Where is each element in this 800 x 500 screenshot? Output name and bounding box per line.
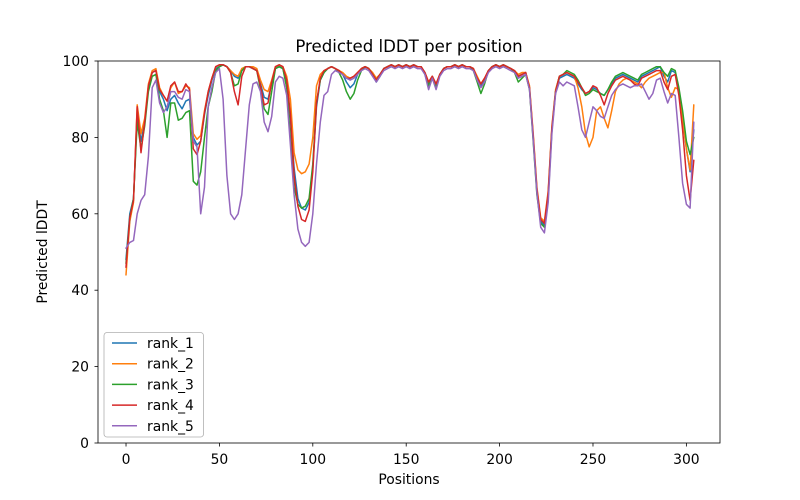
legend-frame bbox=[103, 332, 204, 438]
x-axis-label: Positions bbox=[378, 472, 439, 488]
y-tick-label: 20 bbox=[71, 360, 89, 376]
y-tick-label: 100 bbox=[62, 54, 89, 70]
legend-label-rank_5: rank_5 bbox=[147, 419, 194, 435]
legend-label-rank_2: rank_2 bbox=[147, 357, 194, 373]
legend: rank_1 rank_2 rank_3 rank_4 rank_5 bbox=[103, 332, 204, 438]
x-tick-label: 100 bbox=[300, 452, 327, 468]
x-tick-label: 300 bbox=[673, 452, 700, 468]
x-tick-label: 250 bbox=[580, 452, 607, 468]
series-line-rank_4 bbox=[125, 64, 695, 269]
series-line-rank_5 bbox=[125, 65, 695, 249]
y-tick-label: 0 bbox=[80, 436, 89, 452]
chart-title: Predicted lDDT per position bbox=[295, 37, 522, 56]
y-axis-ticks: 0 20 40 60 80 100 bbox=[62, 54, 98, 452]
y-tick-label: 40 bbox=[71, 283, 89, 299]
series-lines bbox=[125, 64, 695, 276]
x-tick-label: 150 bbox=[393, 452, 420, 468]
y-tick-label: 80 bbox=[71, 130, 89, 146]
legend-label-rank_1: rank_1 bbox=[147, 336, 194, 352]
x-tick-label: 0 bbox=[122, 452, 131, 468]
legend-label-rank_4: rank_4 bbox=[147, 398, 194, 414]
plot-border bbox=[97, 60, 721, 444]
x-axis-ticks: 0 50 100 150 200 250 300 bbox=[122, 443, 700, 468]
y-axis-label: Predicted lDDT bbox=[35, 200, 51, 304]
y-tick-label: 60 bbox=[71, 207, 89, 223]
x-tick-label: 50 bbox=[211, 452, 229, 468]
x-tick-label: 200 bbox=[486, 452, 513, 468]
legend-label-rank_3: rank_3 bbox=[147, 377, 194, 393]
